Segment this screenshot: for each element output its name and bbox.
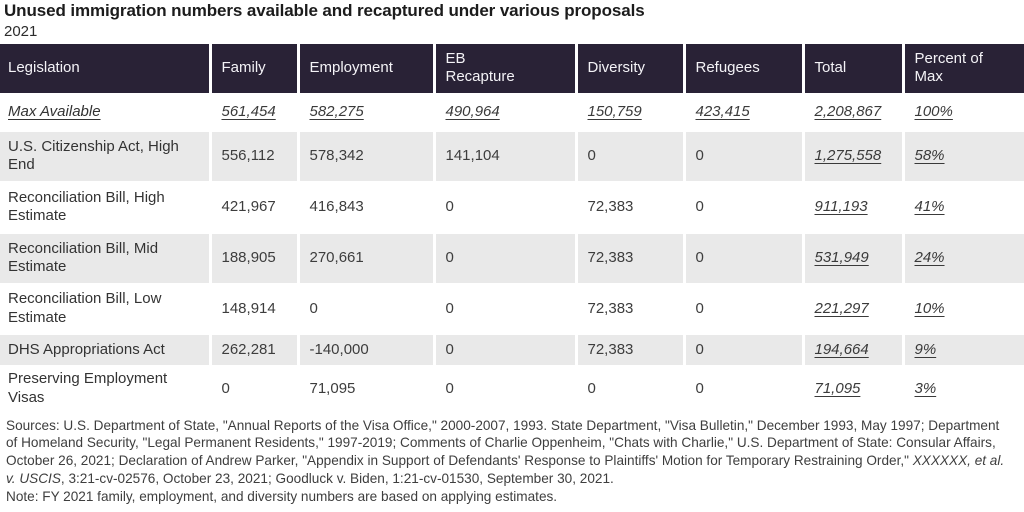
cell-eb-recapture: 490,964	[432, 93, 576, 131]
cell-percent: 24%	[901, 232, 1024, 284]
page-subtitle: 2021	[4, 22, 38, 40]
column-header-diversity: Diversity	[574, 43, 684, 94]
column-header-label: Legislation	[8, 59, 80, 77]
column-header-family: Family	[208, 43, 298, 94]
column-header-eb-recapture: EB Recapture	[432, 43, 576, 94]
column-header-employment: Employment	[296, 43, 434, 94]
table-row-max-available: Max Available 561,454 582,275 490,964 15…	[0, 93, 1024, 131]
cell-percent: 41%	[901, 181, 1024, 233]
cell-refugees: 0	[682, 283, 803, 334]
cell-diversity: 72,383	[574, 232, 684, 284]
sources-case-citation: XXXXXX, et al. v. USCIS	[6, 453, 1005, 486]
cell-legislation: Reconciliation Bill, High Estimate	[8, 188, 165, 225]
cell-diversity: 72,383	[574, 181, 684, 233]
column-header-label: Total	[814, 59, 847, 77]
column-header-label: Refugees	[695, 59, 760, 77]
header-row: Legislation Family Employment EB Recaptu…	[0, 43, 1024, 94]
cell-family: 421,967	[208, 181, 298, 233]
cell-eb-recapture: 0	[432, 232, 576, 284]
cell-legislation: DHS Appropriations Act	[8, 340, 165, 358]
table-row-reconciliation-mid: Reconciliation Bill, Mid Estimate 188,90…	[0, 232, 1024, 284]
cell-family: 262,281	[208, 333, 298, 366]
column-header-label: Percent of Max	[914, 49, 983, 86]
cell-employment: -140,000	[296, 333, 434, 366]
table-row-reconciliation-high: Reconciliation Bill, High Estimate 421,9…	[0, 181, 1024, 233]
column-header-refugees: Refugees	[682, 43, 803, 94]
cell-total: 194,664	[801, 333, 903, 366]
cell-total: 71,095	[801, 365, 903, 411]
proposals-table: Legislation Family Employment EB Recaptu…	[0, 43, 1024, 411]
column-header-label: Family	[221, 59, 266, 77]
cell-employment: 416,843	[296, 181, 434, 233]
cell-family: 148,914	[208, 283, 298, 334]
cell-refugees: 0	[682, 333, 803, 366]
cell-total: 531,949	[801, 232, 903, 284]
cell-eb-recapture: 0	[432, 283, 576, 334]
sources-prefix: Sources: U.S. Department of State, "Annu…	[6, 417, 1000, 468]
cell-diversity: 0	[574, 365, 684, 411]
column-header-total: Total	[801, 43, 903, 94]
sources-text: Sources: U.S. Department of State, "Annu…	[0, 411, 1020, 487]
column-header-percent-of-max: Percent of Max	[901, 43, 1024, 94]
table-row-dhs-appropriations: DHS Appropriations Act 262,281 -140,000 …	[0, 333, 1024, 366]
note-text: Note: FY 2021 family, employment, and di…	[6, 489, 558, 505]
cell-family: 556,112	[208, 130, 298, 182]
table-body: Max Available 561,454 582,275 490,964 15…	[0, 93, 1024, 411]
cell-eb-recapture: 141,104	[432, 130, 576, 182]
table-row-us-citizenship-act: U.S. Citizenship Act, High End 556,112 5…	[0, 130, 1024, 182]
cell-employment: 582,275	[296, 93, 434, 131]
cell-percent: 3%	[901, 365, 1024, 411]
cell-employment: 0	[296, 283, 434, 334]
cell-family: 561,454	[208, 93, 298, 131]
cell-percent: 9%	[901, 333, 1024, 366]
cell-family: 188,905	[208, 232, 298, 284]
cell-legislation: Preserving Employment Visas	[8, 370, 168, 406]
cell-refugees: 0	[682, 130, 803, 182]
cell-refugees: 0	[682, 181, 803, 233]
cell-diversity: 150,759	[574, 93, 684, 131]
cell-refugees: 423,415	[682, 93, 803, 131]
cell-refugees: 0	[682, 232, 803, 284]
cell-total: 221,297	[801, 283, 903, 334]
cell-legislation: U.S. Citizenship Act, High End	[8, 137, 179, 174]
cell-eb-recapture: 0	[432, 365, 576, 411]
cell-total: 2,208,867	[801, 93, 903, 131]
cell-employment: 71,095	[296, 365, 434, 411]
cell-percent: 10%	[901, 283, 1024, 334]
cell-employment: 578,342	[296, 130, 434, 182]
column-header-label: Diversity	[587, 59, 646, 77]
cell-eb-recapture: 0	[432, 181, 576, 233]
cell-diversity: 0	[574, 130, 684, 182]
cell-employment: 270,661	[296, 232, 434, 284]
cell-legislation: Reconciliation Bill, Mid Estimate	[8, 239, 159, 276]
column-header-label: EB Recapture	[445, 49, 515, 86]
cell-family: 0	[208, 365, 298, 411]
cell-diversity: 72,383	[574, 333, 684, 366]
cell-eb-recapture: 0	[432, 333, 576, 366]
cell-total: 1,275,558	[801, 130, 903, 182]
cell-refugees: 0	[682, 365, 803, 411]
cell-total: 911,193	[801, 181, 903, 233]
table-row-preserving-employment-visas: Preserving Employment Visas 0 71,095 0 0…	[0, 365, 1024, 411]
cell-legislation: Max Available	[8, 103, 101, 121]
column-header-legislation: Legislation	[0, 44, 210, 94]
table-row-reconciliation-low: Reconciliation Bill, Low Estimate 148,91…	[0, 283, 1024, 334]
page-title: Unused immigration numbers available and…	[4, 1, 645, 20]
cell-legislation: Reconciliation Bill, Low Estimate	[8, 290, 162, 326]
column-header-label: Employment	[309, 59, 393, 77]
cell-diversity: 72,383	[574, 283, 684, 334]
sources-suffix: , 3:21-cv-02576, October 23, 2021; Goodl…	[60, 470, 614, 486]
cell-percent: 58%	[901, 130, 1024, 182]
table-header: Legislation Family Employment EB Recaptu…	[0, 43, 1024, 94]
cell-percent: 100%	[901, 93, 1024, 131]
